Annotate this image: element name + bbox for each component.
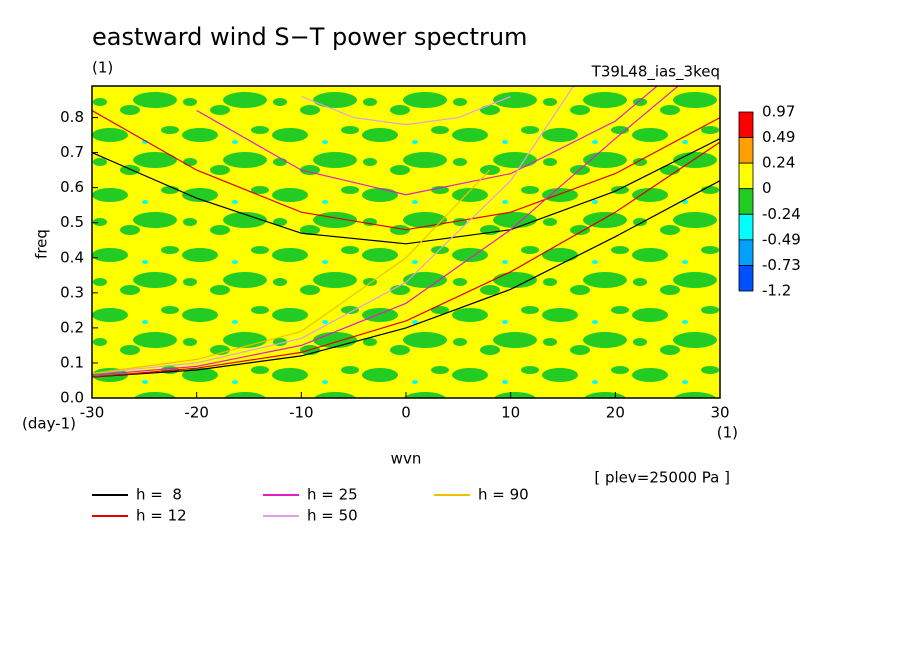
subtitle: (1) [92,59,113,77]
legend-label: h = 25 [307,486,358,504]
colorbar-label: 0.97 [762,103,795,121]
y-tick-label: 0.2 [60,318,84,336]
wave-curve [92,169,491,375]
wave-curve [92,109,720,378]
x-tick-label: 20 [606,404,625,422]
wave-curve [92,86,575,375]
legend-label: h = 12 [136,507,187,525]
x-tick-label: -20 [184,404,209,422]
y-tick-label: 0.3 [60,283,84,301]
wave-curve [92,138,720,378]
y-unit: (day-1) [22,415,76,433]
y-tick-label: 0.8 [60,108,84,126]
colorbar-box [738,265,754,292]
x-axis-label: wvn [391,450,422,468]
legend-label: h = 50 [307,507,358,525]
x-tick-label: 30 [710,404,729,422]
colorbar-box [738,213,754,241]
colorbar-box [738,111,754,138]
x-unit: (1) [717,424,738,442]
y-tick-label: 0.1 [60,353,84,371]
footnote: [ plev=25000 Pa ] [594,469,730,487]
colorbar-box [738,162,754,190]
x-tick-label: 10 [501,404,520,422]
colorbar-box [738,239,754,266]
colorbar-box [738,137,754,164]
colorbar-label: -1.2 [762,282,791,300]
legend-label: h = 8 [136,486,182,504]
y-axis-label: freq [33,229,51,259]
colorbar-label: -0.49 [762,230,801,248]
x-tick-label: -10 [289,404,314,422]
annotation: T39L48_ias_3keq [591,63,720,82]
y-tick-label: 0.5 [60,213,84,231]
y-tick-label: 0.0 [60,389,84,407]
chart-title: eastward wind S−T power spectrum [92,23,527,51]
colorbar-label: 0.24 [762,154,795,172]
y-tick-label: 0.6 [60,178,84,196]
y-tick-label: 0.7 [60,143,84,161]
colorbar-label: -0.73 [762,256,801,274]
colorbar-label: 0.49 [762,128,795,146]
colorbar-box [738,188,754,215]
legend-label: h = 90 [478,486,529,504]
x-tick-label: 0 [401,404,411,422]
x-tick-label: -30 [80,404,105,422]
colorbar-label: 0 [762,179,772,197]
spectrum-field [92,86,720,398]
y-tick-label: 0.4 [60,248,84,266]
wave-curve [92,86,679,376]
colorbar-label: -0.24 [762,205,801,223]
curves [92,86,720,378]
